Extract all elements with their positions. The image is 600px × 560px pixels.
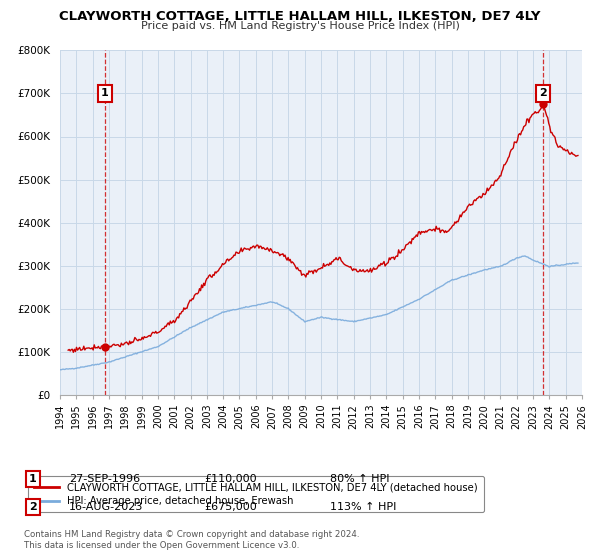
Text: 2: 2 <box>29 502 37 512</box>
Text: 1: 1 <box>29 474 37 484</box>
Text: 16-AUG-2023: 16-AUG-2023 <box>69 502 143 512</box>
Text: 113% ↑ HPI: 113% ↑ HPI <box>330 502 397 512</box>
Text: 1: 1 <box>101 88 109 99</box>
Text: £675,000: £675,000 <box>204 502 257 512</box>
Text: Contains HM Land Registry data © Crown copyright and database right 2024.: Contains HM Land Registry data © Crown c… <box>24 530 359 539</box>
Text: This data is licensed under the Open Government Licence v3.0.: This data is licensed under the Open Gov… <box>24 541 299 550</box>
Text: Price paid vs. HM Land Registry's House Price Index (HPI): Price paid vs. HM Land Registry's House … <box>140 21 460 31</box>
Text: 80% ↑ HPI: 80% ↑ HPI <box>330 474 389 484</box>
Text: £110,000: £110,000 <box>204 474 257 484</box>
Text: CLAYWORTH COTTAGE, LITTLE HALLAM HILL, ILKESTON, DE7 4LY: CLAYWORTH COTTAGE, LITTLE HALLAM HILL, I… <box>59 10 541 23</box>
Text: 27-SEP-1996: 27-SEP-1996 <box>69 474 140 484</box>
Legend: CLAYWORTH COTTAGE, LITTLE HALLAM HILL, ILKESTON, DE7 4LY (detached house), HPI: : CLAYWORTH COTTAGE, LITTLE HALLAM HILL, I… <box>28 476 484 512</box>
Text: 2: 2 <box>539 88 547 99</box>
